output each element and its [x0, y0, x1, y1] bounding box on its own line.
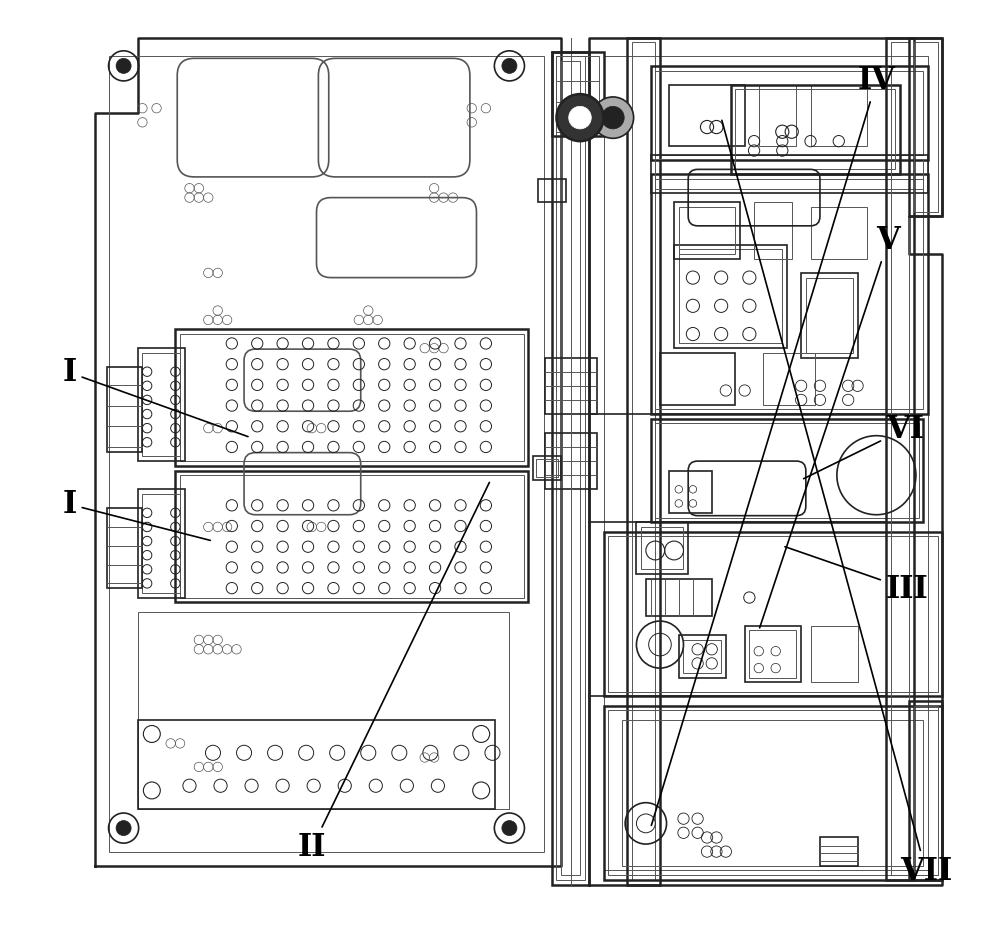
Bar [914, 706, 938, 875]
Text: I: I [62, 357, 248, 437]
Bar [545, 433, 597, 489]
Text: VI: VI [804, 413, 924, 479]
Text: VII: VII [722, 120, 952, 886]
Bar [604, 56, 928, 870]
Bar [651, 419, 923, 522]
Text: V: V [760, 225, 900, 628]
Bar [180, 475, 524, 598]
Bar [138, 612, 509, 809]
Bar [811, 207, 867, 259]
Bar [604, 532, 942, 696]
Circle shape [592, 97, 634, 138]
Bar [655, 159, 923, 189]
Bar [107, 508, 142, 588]
Text: II: II [298, 483, 489, 863]
Bar [749, 630, 796, 678]
Bar [754, 202, 792, 259]
Bar [109, 56, 544, 852]
Bar [811, 85, 867, 146]
Bar [655, 179, 923, 409]
Bar [138, 489, 185, 598]
Bar [735, 89, 895, 169]
Bar [820, 837, 858, 866]
Bar [909, 701, 942, 880]
Bar [552, 52, 589, 885]
Circle shape [602, 106, 624, 129]
Circle shape [116, 58, 131, 73]
Bar [608, 710, 938, 875]
Circle shape [116, 821, 131, 836]
Bar [674, 245, 787, 348]
Bar [811, 626, 858, 682]
Bar [536, 459, 558, 477]
Bar [142, 353, 180, 456]
Circle shape [556, 94, 604, 141]
Bar [627, 38, 660, 885]
Bar [886, 38, 914, 880]
Bar [651, 66, 928, 160]
Bar [674, 202, 740, 259]
Bar [655, 423, 919, 518]
Bar [641, 527, 683, 569]
Circle shape [502, 58, 517, 73]
Bar [763, 353, 815, 405]
Bar [556, 56, 599, 132]
Bar [914, 42, 938, 212]
Bar [180, 334, 524, 461]
Bar [552, 52, 604, 136]
Bar [655, 71, 923, 155]
Bar [745, 626, 801, 682]
Bar [651, 155, 928, 193]
Bar [538, 179, 566, 202]
Bar [175, 329, 528, 466]
Bar [891, 42, 909, 875]
Bar [561, 61, 580, 875]
Text: IV: IV [651, 65, 896, 825]
Bar [533, 456, 561, 480]
Bar [806, 278, 853, 353]
Bar [731, 85, 900, 174]
Bar [759, 85, 796, 146]
Bar [138, 348, 185, 461]
Bar [142, 494, 180, 593]
Bar [646, 579, 712, 616]
Bar [175, 470, 528, 602]
Bar [632, 42, 655, 880]
Bar [107, 367, 142, 452]
Bar [679, 249, 782, 343]
Bar [669, 470, 712, 513]
Bar [608, 536, 938, 692]
Bar [651, 174, 928, 414]
Bar [679, 635, 726, 678]
Bar [636, 522, 688, 574]
Bar [604, 706, 942, 880]
Text: I: I [62, 488, 210, 540]
Circle shape [569, 106, 591, 129]
Bar [669, 85, 745, 146]
Bar [622, 720, 923, 866]
Circle shape [502, 821, 517, 836]
Bar [545, 358, 597, 414]
Bar [138, 720, 495, 809]
Bar [556, 56, 585, 880]
Text: III: III [785, 547, 929, 604]
Bar [909, 38, 942, 216]
Bar [801, 273, 858, 358]
Bar [660, 353, 735, 405]
Bar [679, 207, 735, 254]
Bar [683, 640, 721, 673]
